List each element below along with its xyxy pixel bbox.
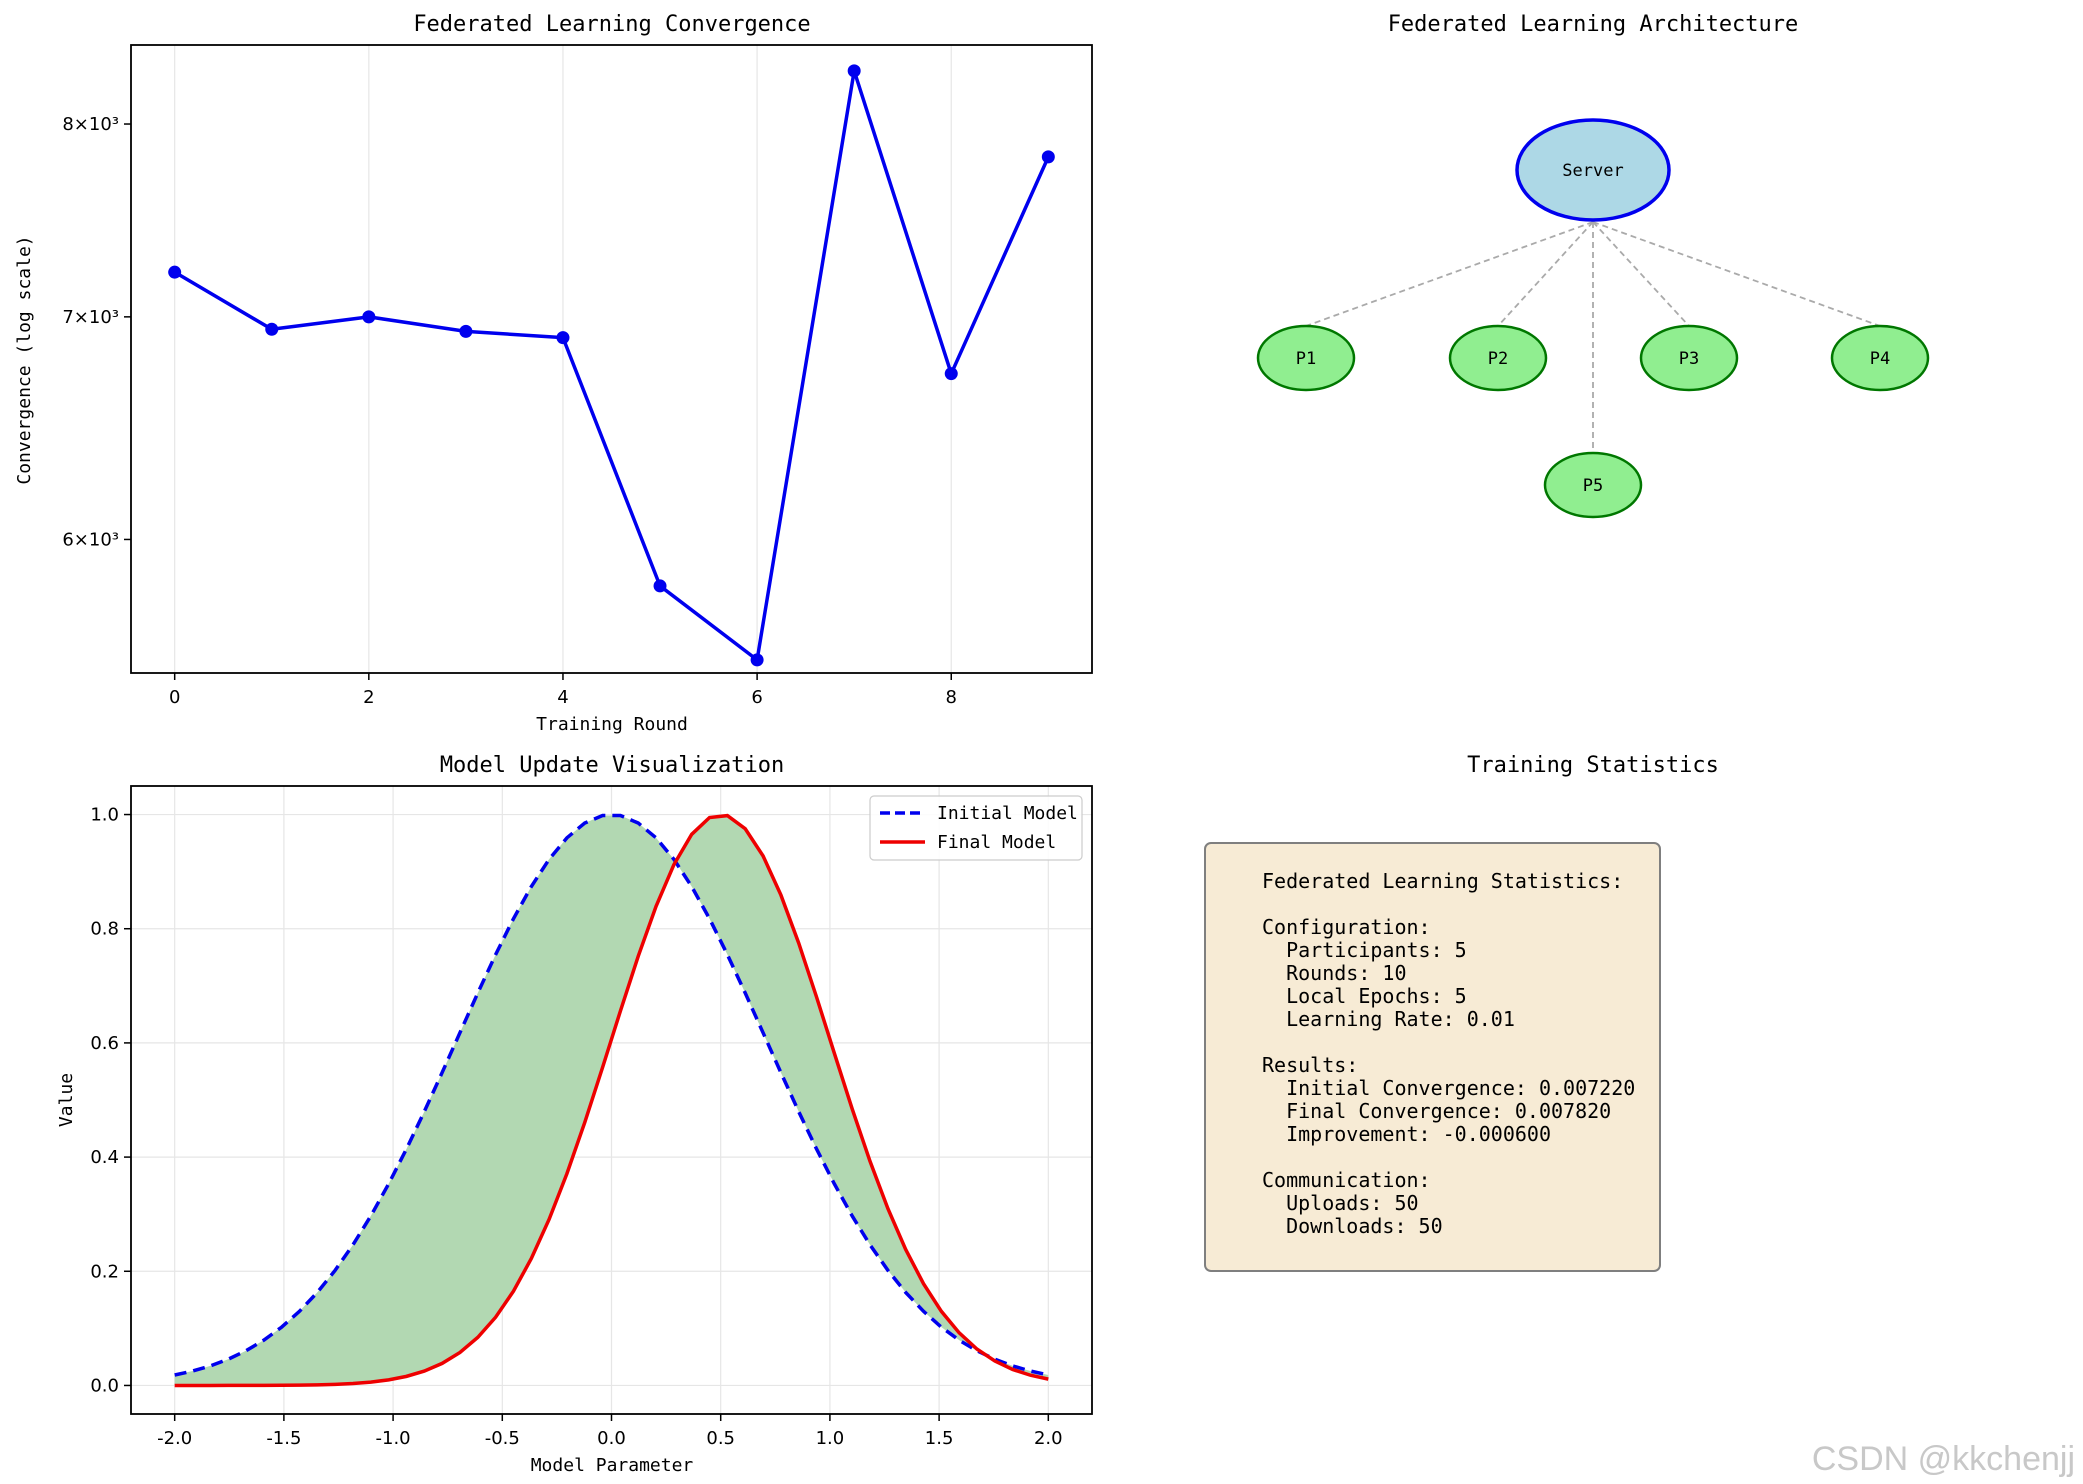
participant-node-p4: P4 xyxy=(1830,324,1930,392)
participant-node-p3: P3 xyxy=(1639,324,1739,392)
statistics-line: Results: xyxy=(1262,1053,1358,1077)
model-update-title: Model Update Visualization xyxy=(440,753,784,778)
participant-label: P5 xyxy=(1583,476,1603,496)
statistics-line: Rounds: 10 xyxy=(1262,961,1407,985)
participant-node-p5: P5 xyxy=(1543,451,1643,519)
participant-label: P1 xyxy=(1296,349,1316,369)
x-tick-label: 6 xyxy=(751,687,762,708)
x-tick-label: 1.0 xyxy=(816,1428,845,1449)
legend-initial-label: Initial Model xyxy=(937,803,1078,824)
x-tick-label: 2 xyxy=(363,687,374,708)
statistics-title: Training Statistics xyxy=(1467,753,1719,778)
participant-label: P4 xyxy=(1870,349,1890,369)
statistics-line: Uploads: 50 xyxy=(1262,1191,1419,1215)
x-tick-label: 0 xyxy=(169,687,180,708)
x-tick-label: 0.0 xyxy=(597,1428,626,1449)
convergence-point xyxy=(750,653,764,667)
statistics-box xyxy=(1204,842,1661,1272)
y-tick-label: 1.0 xyxy=(90,805,119,826)
architecture-title: Federated Learning Architecture xyxy=(1388,12,1799,37)
statistics-line: Federated Learning Statistics: xyxy=(1262,869,1623,893)
convergence-point xyxy=(1041,150,1055,164)
participant-node-p1: P1 xyxy=(1256,324,1356,392)
link-server-p2 xyxy=(1497,221,1594,327)
server-node: Server xyxy=(1515,118,1671,222)
convergence-ylabel: Convergence (log scale) xyxy=(14,235,35,484)
y-tick-label: 0.0 xyxy=(90,1375,119,1396)
convergence-point xyxy=(556,331,570,345)
initial-model-line xyxy=(174,813,1049,1377)
y-tick-label: 7×10³ xyxy=(62,307,119,328)
y-tick-label: 6×10³ xyxy=(62,529,119,550)
link-server-p3 xyxy=(1592,221,1690,327)
statistics-line: Learning Rate: 0.01 xyxy=(1262,1007,1515,1031)
x-tick-label: 0.5 xyxy=(706,1428,735,1449)
convergence-point xyxy=(168,265,182,279)
convergence-series-line xyxy=(173,69,1050,662)
statistics-line: Participants: 5 xyxy=(1262,938,1467,962)
convergence-point xyxy=(362,310,376,324)
server-label: Server xyxy=(1562,161,1623,181)
statistics-line: Improvement: -0.000600 xyxy=(1262,1122,1551,1146)
convergence-point xyxy=(847,64,861,78)
participant-label: P3 xyxy=(1679,349,1699,369)
convergence-axes-frame xyxy=(130,44,1093,674)
y-tick-label: 0.4 xyxy=(90,1147,119,1168)
y-tick-label: 0.6 xyxy=(90,1033,119,1054)
convergence-title: Federated Learning Convergence xyxy=(413,12,810,37)
model-update-legend: Initial Model Final Model xyxy=(869,795,1083,861)
participant-label: P2 xyxy=(1488,349,1508,369)
statistics-line: Local Epochs: 5 xyxy=(1262,984,1467,1008)
convergence-point xyxy=(459,324,473,338)
y-tick-label: 8×10³ xyxy=(62,114,119,135)
y-tick-label: 0.8 xyxy=(90,919,119,940)
convergence-ticks: 0 2 4 6 8 6×10³ 7×10³ 8×10³ xyxy=(62,114,957,708)
x-tick-label: 1.5 xyxy=(925,1428,954,1449)
convergence-point xyxy=(944,367,958,381)
convergence-point xyxy=(653,579,667,593)
model-difference-fill xyxy=(174,815,1049,1386)
statistics-line: Final Convergence: 0.007820 xyxy=(1262,1099,1611,1123)
x-tick-label: -1.0 xyxy=(376,1428,411,1449)
convergence-points xyxy=(168,64,1055,667)
model-update-chart: Model Update Visualization -2.0 -1.5 -1.0-… xyxy=(56,753,1093,1476)
model-update-ylabel: Value xyxy=(56,1073,77,1127)
architecture-links xyxy=(1305,221,1881,453)
x-tick-label: 2.0 xyxy=(1034,1428,1063,1449)
convergence-grid xyxy=(174,45,952,673)
x-tick-label: -0.5 xyxy=(485,1428,520,1449)
x-tick-label: -1.5 xyxy=(266,1428,301,1449)
x-tick-label: -2.0 xyxy=(157,1428,192,1449)
convergence-xlabel: Training Round xyxy=(536,714,688,735)
watermark: CSDN @kkchenjj xyxy=(1812,1440,2075,1478)
participant-node-p2: P2 xyxy=(1448,324,1548,392)
link-server-p4 xyxy=(1592,221,1881,327)
final-model-line xyxy=(174,813,1049,1388)
x-tick-label: 8 xyxy=(946,687,957,708)
model-update-xlabel: Model Parameter xyxy=(531,1455,694,1476)
y-tick-label: 0.2 xyxy=(90,1261,119,1282)
convergence-point xyxy=(265,322,279,336)
convergence-chart: Federated Learning Convergence 0 2 4 6 8 6×10… xyxy=(14,12,1093,735)
x-tick-label: 4 xyxy=(557,687,568,708)
model-update-ticks: -2.0 -1.5 -1.0 -0.5 0.0 0.5 1.0 1.5 2.0 0.0 0.2 0.4… xyxy=(90,805,1062,1449)
link-server-p1 xyxy=(1305,221,1594,327)
statistics-line: Downloads: 50 xyxy=(1262,1214,1443,1238)
statistics-line: Communication: xyxy=(1262,1168,1431,1192)
statistics-line: Configuration: xyxy=(1262,915,1431,939)
statistics-text: Federated Learning Statistics: Configurat… xyxy=(1262,869,1635,1238)
architecture-diagram: Federated Learning Architecture Server P… xyxy=(1256,12,1930,519)
training-statistics-panel: Training Statistics Federated Learning S… xyxy=(1204,753,1719,1272)
legend-final-label: Final Model xyxy=(937,832,1056,853)
statistics-line: Initial Convergence: 0.007220 xyxy=(1262,1076,1635,1100)
